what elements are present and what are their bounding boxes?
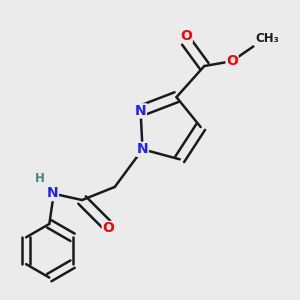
Text: N: N [135,104,146,118]
Text: O: O [180,28,192,43]
Text: O: O [102,221,114,236]
Text: H: H [34,172,44,185]
Text: N: N [47,187,58,200]
Text: CH₃: CH₃ [255,32,279,45]
Text: O: O [226,54,238,68]
Text: N: N [137,142,148,156]
